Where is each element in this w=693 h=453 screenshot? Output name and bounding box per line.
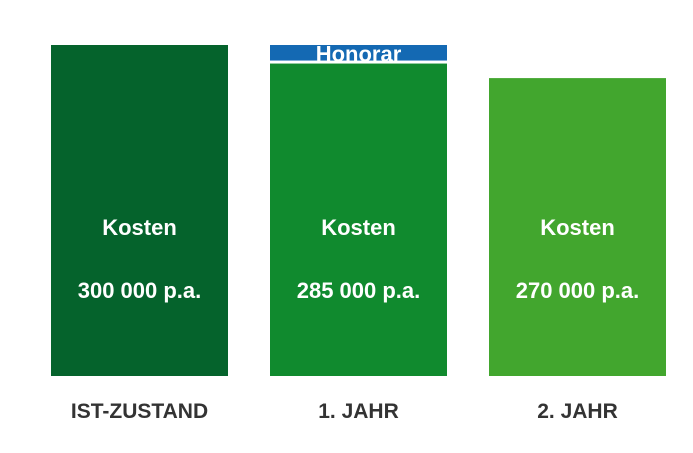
bar-value-label-1: 300 000 p.a.: [78, 278, 202, 303]
kosten-bar-2: [270, 61, 447, 377]
kosten-bar-3: [489, 78, 666, 376]
segment-separator-2: [270, 60, 447, 64]
category-label-2: 1. JAHR: [318, 400, 399, 423]
honorar-bar-2: [270, 45, 447, 62]
category-label-1: IST-ZUSTAND: [71, 400, 208, 423]
bar-value-label-2: 285 000 p.a.: [297, 278, 421, 303]
bar-value-label-3: 270 000 p.a.: [516, 278, 640, 303]
bar-series-label-2: Kosten: [321, 215, 396, 240]
bar-series-label-3: Kosten: [540, 215, 615, 240]
honorar-label-2: Honorar: [316, 41, 402, 66]
bar-series-label-1: Kosten: [102, 215, 177, 240]
kosten-bar-1: [51, 45, 228, 376]
category-label-3: 2. JAHR: [537, 400, 618, 423]
